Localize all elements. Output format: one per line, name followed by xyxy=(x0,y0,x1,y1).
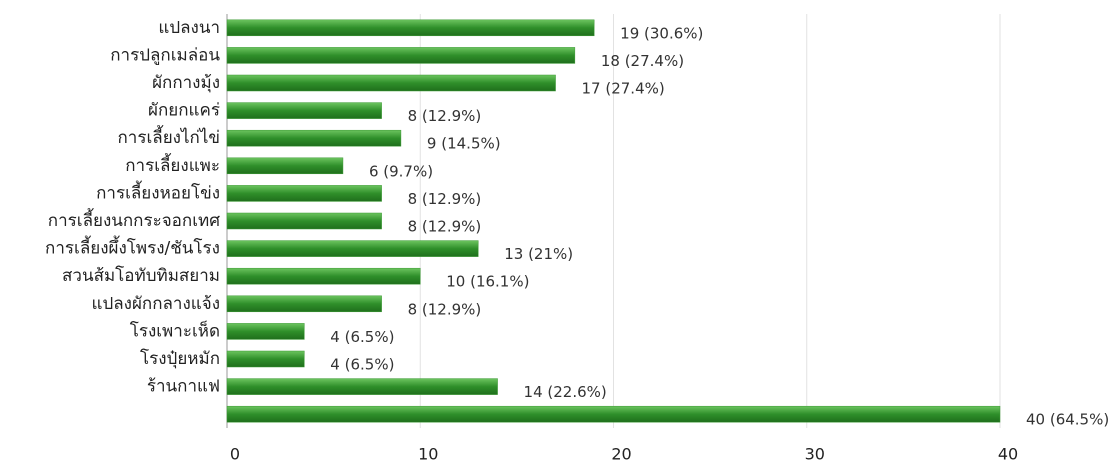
x-tick-label: 40 xyxy=(998,445,1018,464)
value-label: 10 (16.1%) xyxy=(446,273,529,291)
value-label: 6 (9.7%) xyxy=(369,162,433,180)
x-tick-label: 0 xyxy=(230,445,240,464)
category-label: โรงปุ๋ยหมัก xyxy=(140,348,220,369)
category-label: การเลี้ยงหอยโข่ง xyxy=(96,180,220,203)
bar xyxy=(226,19,595,37)
value-label: 8 (12.9%) xyxy=(408,190,482,208)
bar xyxy=(226,405,1001,423)
bar xyxy=(226,267,421,285)
category-label: การเลี้ยงนกกระจอกเทศ xyxy=(48,208,220,231)
value-label: 4 (6.5%) xyxy=(330,328,394,346)
value-label: 4 (6.5%) xyxy=(330,356,394,374)
value-label: 40 (64.5%) xyxy=(1026,411,1109,429)
bar xyxy=(226,295,382,313)
category-label: แปลงผักกลางแจ้ง xyxy=(92,294,221,314)
bar xyxy=(226,378,498,395)
value-label: 13 (21%) xyxy=(504,245,573,263)
bar xyxy=(226,74,556,92)
x-tick-label: 30 xyxy=(805,445,825,464)
value-label: 17 (27.4%) xyxy=(582,80,665,98)
bar xyxy=(226,240,479,257)
bar xyxy=(226,212,382,230)
bar xyxy=(226,185,382,202)
category-label: การเลี้ยงไก่ไข่ xyxy=(118,125,220,148)
value-label: 19 (30.6%) xyxy=(620,24,703,42)
category-label: ผักยกแคร่ xyxy=(148,101,220,121)
category-label: การปลูกเมล่อน xyxy=(110,45,220,65)
x-tick-label: 20 xyxy=(611,445,631,464)
category-label: ร้านกาแฟ xyxy=(147,377,220,397)
category-label: โรงเพาะเห็ด xyxy=(130,319,220,341)
value-label: 18 (27.4%) xyxy=(601,52,684,70)
category-label: การเลี้ยงแพะ xyxy=(125,153,220,176)
value-label: 9 (14.5%) xyxy=(427,135,501,153)
category-label: ผักกางมุ้ง xyxy=(152,73,220,93)
bar xyxy=(226,47,576,64)
bar xyxy=(226,157,344,175)
value-label: 8 (12.9%) xyxy=(408,107,482,125)
bar xyxy=(226,129,402,147)
x-tick-label: 10 xyxy=(418,445,438,464)
bar xyxy=(226,323,305,340)
category-label: แปลงนา xyxy=(158,18,220,38)
value-label: 8 (12.9%) xyxy=(408,300,482,318)
value-label: 8 (12.9%) xyxy=(408,218,482,236)
bar xyxy=(226,102,382,119)
bar xyxy=(226,350,305,368)
category-label: การเลี้ยงผึ้งโพรง/ชันโรง xyxy=(45,236,220,259)
value-label: 14 (22.6%) xyxy=(524,383,607,401)
category-label: สวนส้มโอทับทิมสยาม xyxy=(62,265,220,286)
